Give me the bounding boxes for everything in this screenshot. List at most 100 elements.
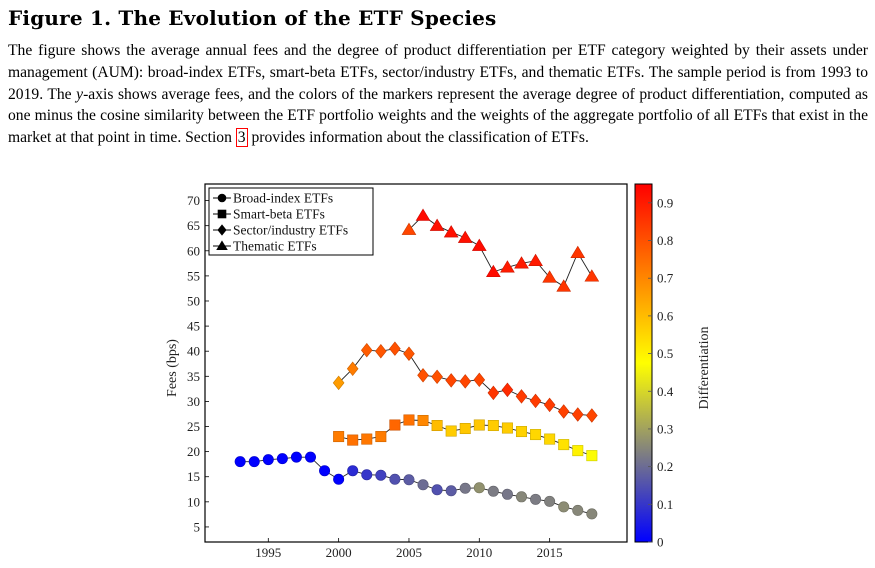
- data-point-circle: [347, 465, 359, 477]
- data-point-diamond: [501, 382, 514, 398]
- data-point-diamond: [515, 389, 528, 404]
- data-point-circle: [530, 493, 542, 505]
- data-point-square: [473, 419, 485, 431]
- data-point-circle: [515, 491, 527, 503]
- plot-area: [234, 208, 600, 520]
- colorbar-tick-label: 0.5: [657, 346, 673, 361]
- caption-text-1: The figure shows the average annual fees…: [8, 42, 868, 103]
- data-point-circle: [572, 504, 584, 516]
- data-point-circle: [262, 454, 274, 466]
- x-tick-label: 2015: [537, 545, 563, 560]
- colorbar-tick-label: 0.4: [657, 384, 674, 399]
- data-point-triangle: [556, 279, 572, 292]
- x-tick-label: 1995: [255, 545, 281, 560]
- legend-box: [208, 187, 374, 256]
- data-point-diamond: [389, 341, 401, 356]
- data-point-square: [389, 419, 401, 431]
- data-point-square: [431, 420, 443, 432]
- data-point-triangle: [514, 256, 529, 269]
- legend-label: Thematic ETFs: [233, 239, 317, 254]
- colorbar-tick-label: 0.9: [657, 195, 673, 210]
- legend-item: Sector/industry ETFs: [213, 223, 348, 238]
- data-point-square: [375, 431, 387, 443]
- section-reference-link[interactable]: 3: [235, 128, 248, 148]
- data-point-diamond: [346, 361, 359, 377]
- y-tick-label: 25: [187, 419, 200, 434]
- data-point-circle: [501, 488, 513, 500]
- legend-triangle-icon: [216, 240, 228, 251]
- data-point-circle: [333, 473, 345, 485]
- axes: 5 10 15 20 25 30 35 40 45 50 55 60 65 70 1995 2000 2005 2…: [165, 183, 628, 560]
- colorbar-tick-label: 0.3: [657, 421, 673, 436]
- y-tick-label: 45: [187, 319, 200, 334]
- y-tick-label: 35: [187, 369, 200, 384]
- data-point-triangle: [486, 264, 501, 278]
- data-point-circle: [403, 474, 415, 486]
- colorbar-tick-label: 0.7: [657, 271, 674, 286]
- y-tick-label: 55: [187, 268, 200, 283]
- data-point-triangle: [528, 253, 543, 266]
- data-point-diamond: [375, 343, 387, 359]
- colorbar-gradient: [634, 183, 653, 543]
- data-point-circle: [544, 495, 556, 507]
- y-tick-label: 30: [187, 394, 200, 409]
- data-point-square: [417, 414, 429, 426]
- data-point-circle: [417, 479, 429, 491]
- data-point-square: [459, 423, 471, 435]
- legend-item: Thematic ETFs: [213, 239, 317, 254]
- data-point-circle: [248, 456, 260, 468]
- data-point-diamond: [543, 397, 556, 413]
- data-point-diamond: [360, 342, 373, 358]
- figure-caption: The figure shows the average annual fees…: [8, 40, 868, 149]
- series-smart-beta-etfs: [333, 414, 598, 462]
- data-point-triangle: [570, 245, 586, 258]
- y-tick-label: 15: [187, 469, 200, 484]
- data-point-diamond: [473, 372, 486, 388]
- data-point-circle: [558, 501, 570, 513]
- data-point-diamond: [529, 393, 542, 409]
- data-point-triangle: [542, 270, 557, 283]
- data-point-square: [403, 414, 415, 426]
- data-point-square: [572, 445, 584, 457]
- legend-diamond-icon: [217, 224, 227, 236]
- data-point-circle: [445, 485, 457, 497]
- y-tick-label: 20: [187, 444, 200, 459]
- y-tick-label: 50: [187, 293, 200, 308]
- legend-item: Broad-index ETFs: [213, 191, 333, 206]
- data-point-circle: [586, 508, 598, 520]
- colorbar-tick-label: 0: [657, 535, 664, 550]
- data-point-triangle: [429, 218, 445, 231]
- legend-label: Sector/industry ETFs: [233, 223, 348, 238]
- figure-title: Figure 1. The Evolution of the ETF Speci…: [8, 6, 497, 30]
- colorbar-tick-label: 0.8: [657, 233, 673, 248]
- colorbar-tick-label: 0.1: [657, 497, 673, 512]
- data-point-circle: [375, 469, 387, 481]
- data-point-circle: [234, 456, 246, 468]
- data-point-triangle: [457, 230, 473, 243]
- series-line: [240, 456, 592, 515]
- data-point-circle: [459, 482, 471, 494]
- data-point-diamond: [571, 407, 584, 422]
- legend-square-icon: [217, 209, 227, 219]
- data-point-circle: [389, 473, 401, 485]
- data-point-diamond: [445, 373, 457, 388]
- data-point-diamond: [417, 368, 429, 383]
- y-tick-label: 10: [187, 494, 200, 509]
- data-point-circle: [487, 485, 499, 497]
- colorbar-label: Differentiation: [697, 327, 712, 410]
- data-point-diamond: [332, 375, 345, 391]
- legend-label: Broad-index ETFs: [233, 191, 333, 206]
- data-point-circle: [473, 482, 485, 494]
- data-point-circle: [290, 451, 302, 463]
- colorbar-tick-label: 0.6: [657, 308, 674, 323]
- plot-frame: [204, 183, 628, 543]
- data-point-diamond: [431, 369, 443, 385]
- data-point-square: [586, 450, 598, 462]
- data-point-square: [530, 429, 542, 441]
- y-tick-label: 60: [187, 243, 200, 258]
- data-point-square: [515, 426, 527, 438]
- legend-item: Smart-beta ETFs: [213, 207, 325, 222]
- series-sector-industry-etfs: [332, 341, 598, 423]
- data-point-square: [445, 425, 457, 437]
